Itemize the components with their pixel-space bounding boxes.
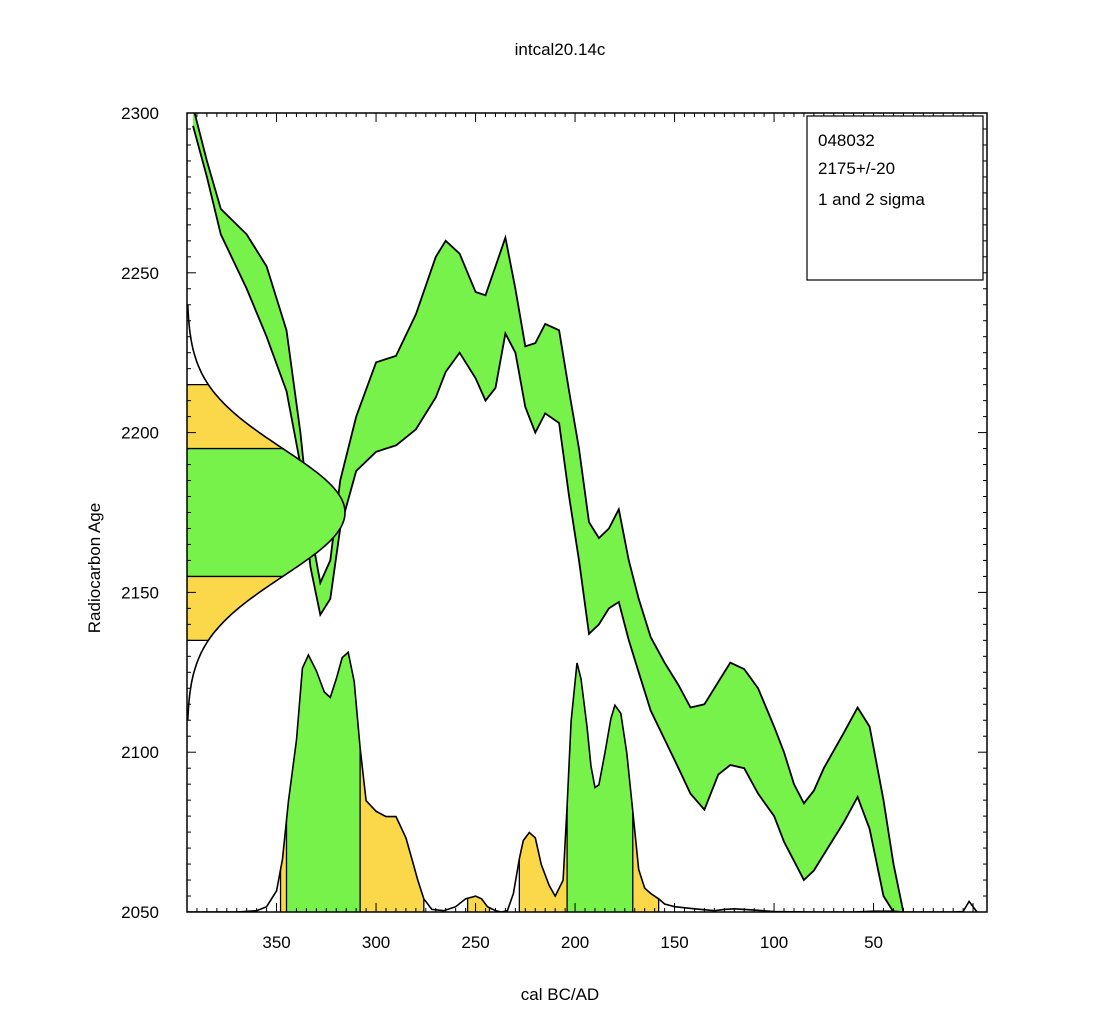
x-tick-label: 200 bbox=[561, 933, 589, 952]
legend-box: 048032 2175+/-20 1 and 2 sigma bbox=[806, 115, 984, 281]
calibration-curve-lower bbox=[192, 125, 904, 912]
x-tick-label: 250 bbox=[461, 933, 489, 952]
y-tick-label: 2150 bbox=[121, 583, 159, 602]
two-sigma-area-4 bbox=[632, 811, 659, 912]
age-distribution-outline bbox=[187, 304, 346, 721]
y-tick-label: 2200 bbox=[121, 424, 159, 443]
y-tick-label: 2050 bbox=[121, 903, 159, 922]
legend-sample-id: 048032 bbox=[818, 131, 875, 150]
one-sigma-area-1 bbox=[567, 662, 633, 912]
radiocarbon-age-distribution-layer bbox=[187, 304, 346, 721]
calibration-curve-layer bbox=[192, 113, 905, 912]
x-tick-label: 350 bbox=[262, 933, 290, 952]
calibration-curve-band bbox=[193, 113, 904, 912]
two-sigma-area-0 bbox=[280, 820, 287, 912]
legend-measurement: 2175+/-20 bbox=[818, 159, 895, 178]
legend-sigma-note: 1 and 2 sigma bbox=[818, 190, 925, 209]
y-tick-labels: 2050 2100 2150 2200 2250 2300 bbox=[121, 104, 159, 922]
y-axis-label: Radiocarbon Age bbox=[85, 503, 104, 633]
chart-title: intcal20.14c bbox=[515, 40, 606, 59]
x-tick-label: 50 bbox=[864, 933, 883, 952]
y-tick-label: 2250 bbox=[121, 264, 159, 283]
age-one-sigma bbox=[187, 448, 345, 577]
two-sigma-area-1 bbox=[360, 747, 424, 912]
y-tick-label: 2100 bbox=[121, 743, 159, 762]
x-axis-label: cal BC/AD bbox=[521, 985, 599, 1004]
x-tick-label: 100 bbox=[760, 933, 788, 952]
x-tick-label: 300 bbox=[362, 933, 390, 952]
x-tick-label: 150 bbox=[660, 933, 688, 952]
two-sigma-area-2 bbox=[467, 896, 490, 912]
x-tick-labels: 350 300 250 200 150 100 50 bbox=[262, 933, 883, 952]
two-sigma-area-3 bbox=[519, 806, 568, 912]
one-sigma-area-0 bbox=[286, 652, 361, 912]
calibration-curve-upper bbox=[193, 113, 905, 912]
calibrated-distribution-layer bbox=[187, 650, 978, 912]
y-tick-label: 2300 bbox=[121, 104, 159, 123]
